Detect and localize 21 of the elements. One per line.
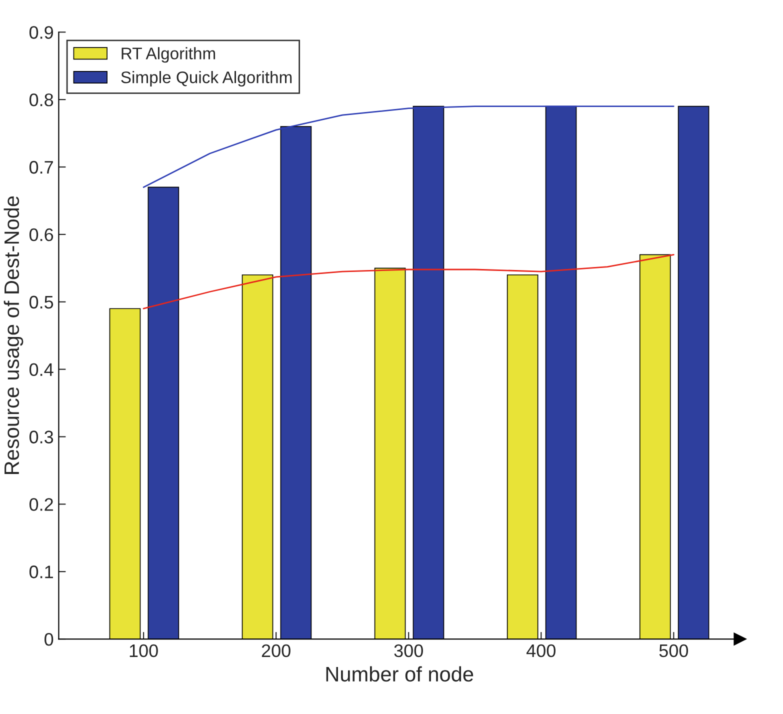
y-tick-label: 0.6 [29, 228, 54, 242]
x-tick-label: 200 [262, 644, 290, 658]
line-series [142, 254, 674, 310]
y-tick-label: 0.7 [29, 160, 53, 174]
legend-label: Simple Quick Algorithm [121, 71, 292, 87]
x-tick-label: 500 [659, 644, 688, 658]
x-axis-title: Number of node [326, 666, 474, 682]
y-tick-label: 0.4 [29, 363, 54, 376]
y-tick-label: 0.3 [29, 430, 54, 444]
y-tick-label: 0 [44, 632, 54, 646]
y-tick-label: 0.5 [29, 296, 54, 309]
y-tick-label: 0.2 [29, 498, 53, 511]
legend-label: RT Algorithm [122, 47, 216, 63]
y-tick-label: 0.8 [29, 94, 54, 106]
line-series [142, 106, 674, 188]
y-axis-title: Resource usage of Dest-Node [4, 196, 24, 474]
x-tick-label: 300 [394, 644, 423, 658]
x-tick-label: 100 [130, 644, 158, 658]
y-tick-label: 0.9 [29, 26, 54, 39]
y-tick-label: 0.1 [29, 566, 53, 578]
x-tick-label: 400 [526, 644, 556, 658]
